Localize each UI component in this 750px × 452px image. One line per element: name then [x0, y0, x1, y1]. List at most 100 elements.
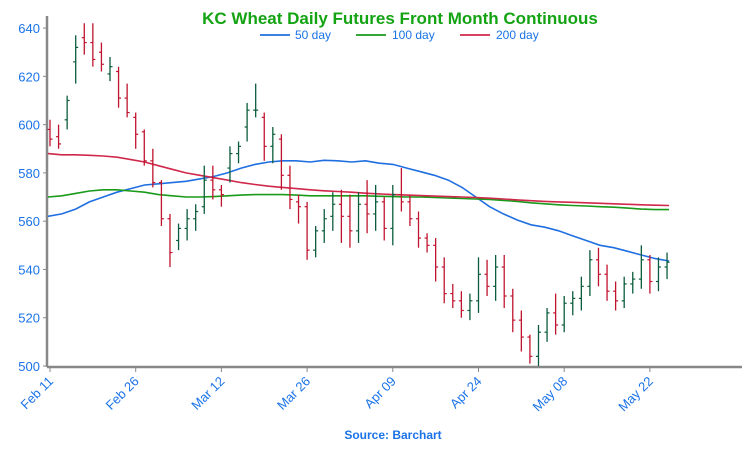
x-axis: Feb 11 Feb 26 Mar 12 Mar 26 Apr 09 Apr 24 May … [18, 365, 742, 415]
y-axis: 500 520 540 560 580 600 620 640 [18, 16, 49, 374]
ohlc-bar [433, 238, 439, 282]
ohlc-bar [218, 184, 224, 207]
ohlc-bar [330, 192, 336, 231]
ohlc-bar [296, 194, 302, 224]
ohlc-bar [47, 119, 53, 147]
ohlc-bar [476, 257, 481, 313]
ohlc-bar [287, 165, 293, 210]
ohlc-bar [261, 112, 267, 161]
y-tick-label: 500 [18, 359, 40, 374]
ohlc-bar [510, 288, 516, 333]
x-tick-label: May 08 [530, 374, 571, 415]
ohlc-bar [544, 308, 550, 342]
y-tick-label: 520 [18, 311, 40, 326]
ohlc-bar [210, 165, 216, 200]
ohlc-bar [527, 334, 533, 364]
ohlc-bar [561, 296, 567, 333]
ohlc-bar [493, 254, 499, 301]
y-tick-label: 540 [18, 262, 40, 277]
ohlc-bar [304, 201, 310, 260]
ohlc-bar [236, 141, 242, 164]
ohlc-bar [244, 102, 250, 142]
legend-label-100-day: 100 day [392, 28, 435, 42]
ohlc-bar [176, 223, 182, 251]
ohlc-bar [535, 324, 541, 366]
ohlc-bar [381, 197, 387, 241]
ohlc-bar [638, 245, 644, 289]
x-tick-label: Mar 26 [274, 374, 313, 413]
ohlc-bar [253, 83, 259, 118]
x-tick-label: Apr 09 [361, 374, 399, 412]
x-tick-label: May 22 [615, 374, 656, 415]
ohlc-bar [278, 134, 284, 190]
x-tick-label: Feb 11 [18, 374, 57, 413]
ohlc-bar [141, 129, 147, 166]
ohlc-bar [116, 66, 122, 108]
legend-label-200-day: 200 day [496, 28, 539, 42]
x-tick-label: Feb 26 [103, 374, 142, 413]
ohlc-bar [604, 264, 610, 301]
ohlc-bar [458, 291, 464, 318]
ohlc-bar [416, 211, 422, 248]
y-tick-label: 640 [18, 21, 40, 36]
ohlc-bar [595, 247, 601, 287]
ohlc-bar [398, 168, 404, 212]
ohlc-bar [578, 276, 584, 311]
series-line-50-day [47, 159, 670, 262]
ohlc-bar [64, 95, 70, 130]
ohlc-bar [373, 184, 379, 231]
y-tick-label: 620 [18, 69, 40, 84]
legend: 50 day 100 day 200 day [260, 28, 539, 42]
ohlc-bar [313, 226, 319, 258]
ohlc-bar [227, 146, 233, 183]
y-tick-label: 600 [18, 118, 40, 133]
ohlc-bar [647, 254, 653, 294]
ohlc-bar [501, 254, 507, 309]
ohlc-bar [364, 180, 370, 234]
ohlc-bar [390, 184, 396, 246]
ohlc-bar [347, 194, 353, 248]
ohlc-bar [570, 291, 576, 316]
ohlc-bar [621, 276, 627, 309]
chart-title: KC Wheat Daily Futures Front Month Conti… [202, 9, 598, 28]
ohlc-bar [655, 257, 661, 292]
x-tick-label: Mar 12 [188, 374, 227, 413]
y-tick-label: 580 [18, 166, 40, 181]
ohlc-bar [441, 257, 447, 304]
ohlc-bar [73, 35, 79, 84]
source-label: Source: Barchart [344, 428, 441, 442]
ohlc-bar [613, 281, 619, 311]
ohlc-bar [518, 310, 524, 352]
ohlc-bar [184, 209, 190, 241]
ohlc-bar [424, 233, 430, 253]
ohlc-bar [664, 252, 670, 280]
ohlc-bar [467, 293, 473, 321]
ohlc-bar [407, 194, 413, 226]
ohlc-bar [98, 42, 104, 72]
ohlc-bar [201, 165, 207, 214]
ohlc-bar [270, 127, 276, 164]
ohlc-bar [356, 192, 362, 243]
ohlc-bar [587, 250, 593, 296]
ohlc-bar [450, 283, 456, 309]
ohlc-bar [321, 209, 327, 243]
ohlc-bar [484, 259, 490, 296]
ohlc-bar [124, 83, 130, 118]
ohlc-bars [47, 23, 670, 366]
ohlc-bar [107, 57, 113, 82]
ohlc-bar [56, 124, 62, 149]
ohlc-bar [150, 148, 156, 188]
ohlc-bar [158, 180, 164, 226]
x-tick-label: Apr 24 [447, 374, 485, 412]
ohlc-bar [630, 271, 636, 294]
legend-label-50-day: 50 day [295, 28, 331, 42]
ohlc-bar [167, 213, 173, 268]
ohlc-bar [81, 23, 87, 55]
ohlc-bar [338, 189, 344, 243]
y-tick-label: 560 [18, 214, 40, 229]
ohlc-bar [553, 293, 559, 335]
ohlc-bar [193, 204, 199, 231]
ohlc-bar [90, 23, 96, 67]
